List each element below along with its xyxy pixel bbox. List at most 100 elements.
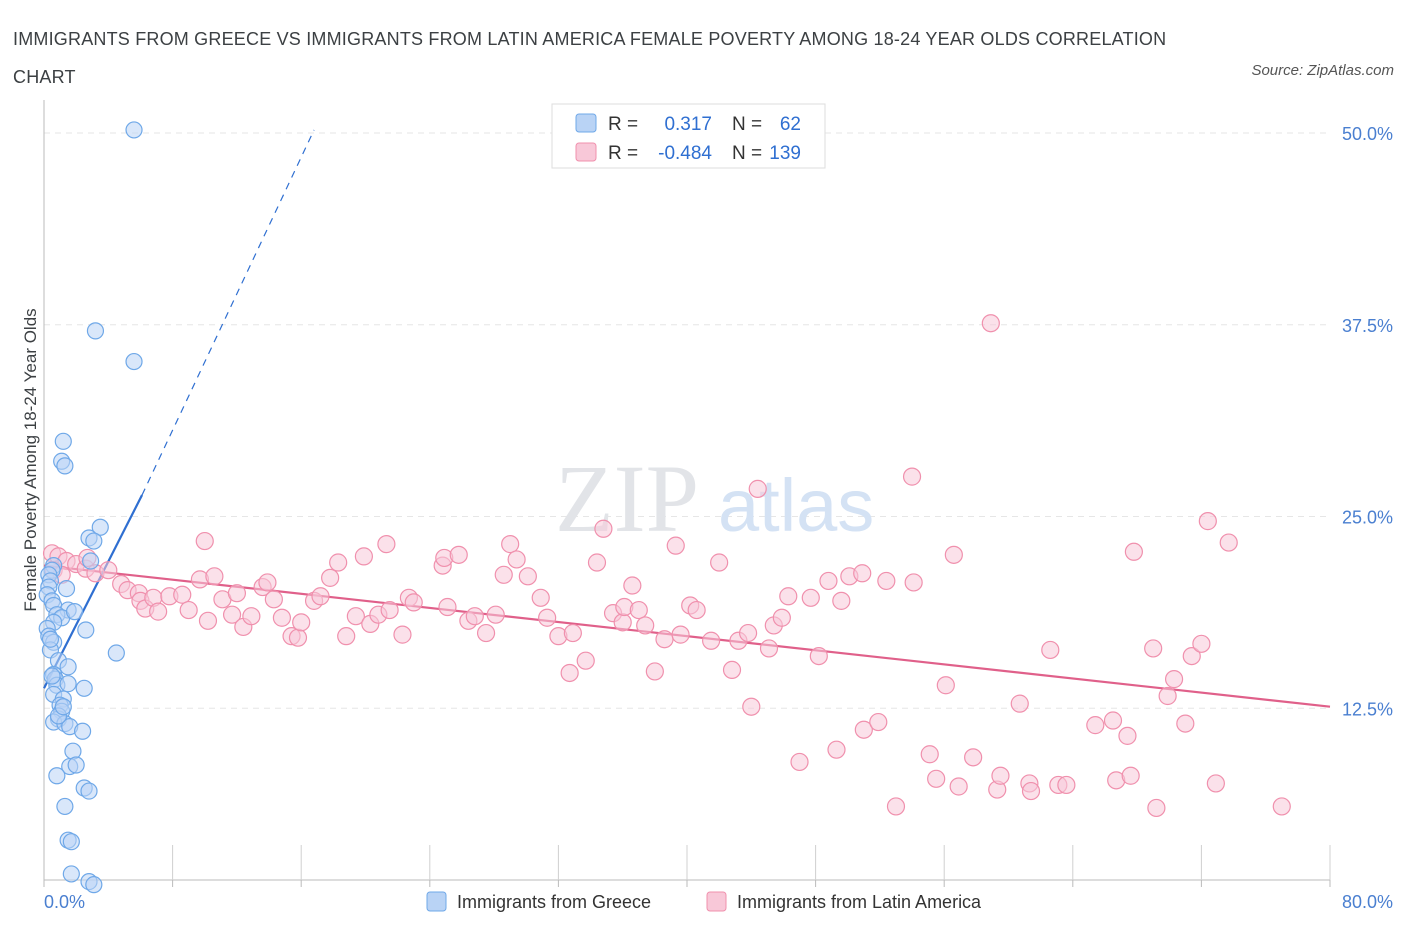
legend-frame xyxy=(551,103,826,169)
latin-point xyxy=(99,561,118,580)
latin-point xyxy=(779,587,798,606)
latin-point xyxy=(486,605,505,624)
latin-point xyxy=(272,608,292,627)
greece-point xyxy=(56,457,74,475)
latin-point xyxy=(227,584,246,603)
latin-point xyxy=(311,587,330,606)
bottom-legend-label-greece: Immigrants from Greece xyxy=(457,892,651,912)
latin-point xyxy=(869,712,888,732)
latin-point xyxy=(1182,646,1201,666)
latin-point xyxy=(1057,775,1076,795)
legend-n-label-latin: N = xyxy=(732,143,762,164)
greece-point xyxy=(43,667,61,685)
legend-swatch-latin xyxy=(575,142,597,162)
latin-point xyxy=(594,519,613,538)
greece-point xyxy=(54,432,72,450)
greece-point xyxy=(77,621,95,639)
latin-point xyxy=(886,797,906,816)
latin-point xyxy=(242,607,261,626)
tick-labels: 12.5% 25.0% 37.5% 50.0% 0.0% 80.0% xyxy=(44,124,1393,912)
latin-point xyxy=(1041,640,1060,660)
latin-point xyxy=(1198,512,1217,531)
latin-point xyxy=(587,553,607,572)
latin-point xyxy=(149,602,168,621)
latin-point xyxy=(476,623,496,643)
latin-point xyxy=(222,605,242,624)
greece-point xyxy=(86,322,105,340)
legend-n-value-greece: 62 xyxy=(780,114,801,135)
latin-point xyxy=(738,623,758,643)
latin-point xyxy=(742,697,761,716)
latin-point xyxy=(377,535,396,554)
latin-point xyxy=(949,777,968,796)
latin-point xyxy=(832,591,851,610)
latin-point xyxy=(1164,670,1184,689)
latin-point xyxy=(772,608,791,627)
latin-point xyxy=(1103,711,1123,730)
latin-point xyxy=(531,588,550,607)
latin-point xyxy=(666,536,685,555)
y-tick-label: 25.0% xyxy=(1342,508,1393,528)
latin-point xyxy=(195,531,214,551)
legend-n-label-greece: N = xyxy=(732,114,762,135)
latin-point xyxy=(702,631,721,650)
greece-point xyxy=(85,532,103,550)
source-note: Source: ZipAtlas.com xyxy=(1251,62,1394,79)
latin-point xyxy=(518,567,537,586)
latin-point xyxy=(748,479,767,498)
latin-point xyxy=(944,545,963,564)
latin-point xyxy=(205,567,224,586)
latin-point xyxy=(1021,781,1041,801)
latin-point xyxy=(329,553,348,572)
y-tick-label: 37.5% xyxy=(1342,316,1393,336)
latin-point xyxy=(964,748,983,767)
latin-point xyxy=(538,608,557,627)
greece-point xyxy=(59,675,77,693)
greece-point xyxy=(73,722,92,740)
latin-point xyxy=(198,611,218,630)
chart-title: IMMIGRANTS FROM GREECE VS IMMIGRANTS FRO… xyxy=(13,29,1167,87)
latin-point xyxy=(1121,766,1140,785)
latin-point xyxy=(636,616,655,635)
latin-point xyxy=(563,623,582,643)
x-tick-label: 0.0% xyxy=(44,892,85,912)
latin-point xyxy=(991,766,1010,785)
latin-point xyxy=(449,545,468,564)
greece-point xyxy=(57,579,76,598)
greece-point xyxy=(41,630,60,648)
watermark-zip: ZIP xyxy=(555,445,699,552)
latin-point xyxy=(904,573,923,592)
latin-point xyxy=(1158,686,1177,706)
latin-point xyxy=(790,752,809,772)
legend-r-label-greece: R = xyxy=(608,114,638,135)
latin-point xyxy=(1176,714,1195,733)
latin-point xyxy=(827,740,846,759)
y-tick-label: 50.0% xyxy=(1342,124,1393,144)
latin-point xyxy=(629,600,648,620)
latin-point xyxy=(877,571,896,591)
latin-point xyxy=(438,597,457,617)
latin-point xyxy=(560,663,579,683)
latin-point xyxy=(1206,774,1225,793)
greece-point xyxy=(54,698,72,716)
latin-point xyxy=(288,628,308,647)
greece-points xyxy=(38,121,143,894)
greece-point xyxy=(82,552,100,570)
greece-point xyxy=(75,679,93,697)
greece-point xyxy=(91,518,109,536)
greece-point xyxy=(59,658,77,676)
latin-point xyxy=(1118,726,1137,745)
latin-point xyxy=(393,625,412,644)
latin-point xyxy=(264,590,283,609)
latin-point xyxy=(1010,694,1029,713)
latin-point xyxy=(671,625,690,644)
greece-point xyxy=(125,352,143,371)
bottom-legend-swatch-latin xyxy=(706,891,727,912)
latin-point xyxy=(576,651,595,670)
watermark: ZIP atlas xyxy=(555,445,874,552)
latin-point xyxy=(501,535,520,554)
latin-point xyxy=(927,769,946,788)
bottom-legend-swatch-greece xyxy=(426,891,447,912)
legend-r-value-greece: 0.317 xyxy=(664,114,712,135)
latin-point xyxy=(645,662,664,681)
